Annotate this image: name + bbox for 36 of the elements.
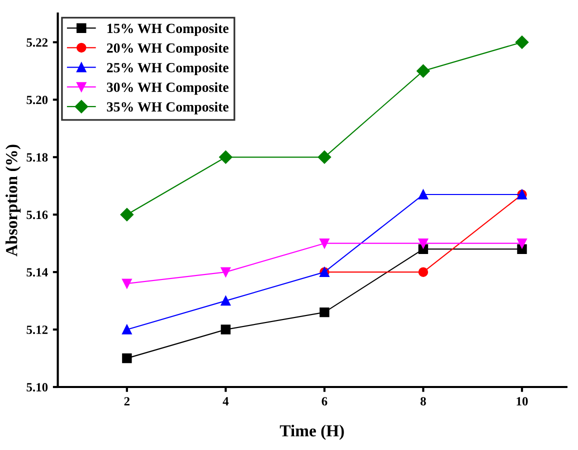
- point: [220, 324, 231, 334]
- point: [219, 150, 232, 164]
- point: [416, 64, 430, 78]
- point: [122, 353, 132, 364]
- point: [418, 190, 428, 200]
- y-tick-label: 5.14: [26, 268, 48, 277]
- point: [320, 238, 330, 248]
- point: [418, 238, 428, 248]
- legend-label: 15% WH Composite: [108, 23, 228, 36]
- point: [320, 307, 330, 318]
- point: [122, 278, 132, 288]
- y-tick-label: 5.18: [26, 153, 48, 162]
- y-tick-label: 5.10: [26, 383, 48, 392]
- legend-label: 35% WH Composite: [106, 102, 228, 114]
- x-tick-label: 2: [124, 397, 130, 406]
- legend-label: 25% WH Composite: [106, 62, 228, 76]
- legend-label: 30% WH Composite: [106, 82, 228, 95]
- y-axis-title: Absorption (%): [6, 144, 21, 256]
- y-tick-label: 5.22: [26, 38, 48, 47]
- x-tick-label: 8: [420, 397, 426, 406]
- point: [418, 267, 428, 277]
- y-tick-label: 5.16: [26, 210, 48, 220]
- x-tick-label: 6: [322, 397, 328, 406]
- legend-label: 20% WH Composite: [106, 42, 228, 56]
- point: [515, 36, 529, 49]
- point: [220, 267, 231, 277]
- point: [122, 324, 132, 334]
- point: [120, 208, 134, 222]
- point: [517, 238, 527, 248]
- y-tick-label: 5.20: [26, 96, 48, 104]
- x-tick-label: 4: [222, 397, 229, 406]
- x-axis-title: Time (H): [280, 424, 344, 440]
- x-tick-label: 10: [516, 397, 528, 406]
- point: [220, 296, 231, 306]
- point: [318, 150, 332, 164]
- y-tick-label: 5.12: [26, 326, 48, 334]
